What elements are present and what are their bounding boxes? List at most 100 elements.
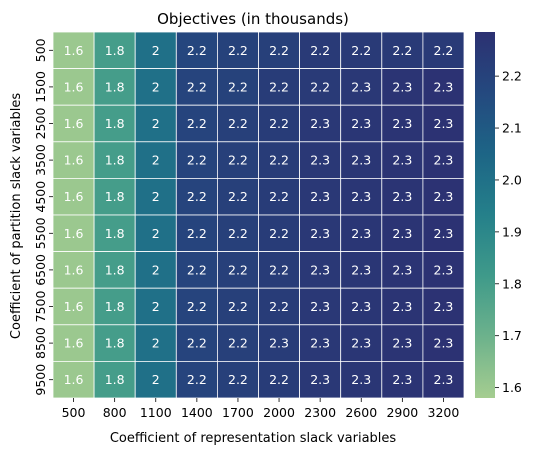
cell-annotation: 2 xyxy=(152,226,160,241)
heatmap-cell xyxy=(216,324,259,362)
cell-annotation: 2.2 xyxy=(269,116,289,131)
heatmap-cells: 1.6 1.8 2 2.2 2.2 2.2 2.2 2.2 2.2 2.2 1.6 1.8 2 2.2 2.… xyxy=(52,31,465,399)
cell-annotation: 2.3 xyxy=(434,262,454,277)
cell-annotation: 2.2 xyxy=(351,43,371,58)
cell-annotation: 2.2 xyxy=(269,153,289,168)
heatmap-cell xyxy=(258,251,300,289)
cell-annotation: 2 xyxy=(152,299,160,314)
heatmap-cell xyxy=(216,177,259,216)
cell-annotation: 2.3 xyxy=(392,153,412,168)
heatmap-cell xyxy=(381,214,424,252)
cell-annotation: 2.3 xyxy=(351,226,371,241)
cell-annotation: 2.3 xyxy=(392,336,412,351)
cell-annotation: 2.3 xyxy=(392,262,412,277)
cell-annotation: 2.3 xyxy=(434,189,454,204)
cell-annotation: 2.3 xyxy=(392,299,412,314)
cell-annotation: 2.3 xyxy=(351,262,371,277)
cell-annotation: 1.8 xyxy=(105,372,125,387)
heatmap-cell xyxy=(216,360,259,399)
heatmap-cell xyxy=(175,287,218,326)
cell-annotation: 2.3 xyxy=(269,336,289,351)
cell-annotation: 2.3 xyxy=(351,116,371,131)
cell-annotation: 2.2 xyxy=(228,262,248,277)
heatmap-cell xyxy=(381,251,424,289)
heatmap-cell xyxy=(299,177,342,216)
cell-annotation: 2.3 xyxy=(392,226,412,241)
heatmap-cell xyxy=(422,324,465,362)
cell-annotation: 1.8 xyxy=(105,79,125,94)
cell-annotation: 2.2 xyxy=(228,153,248,168)
heatmap-cell xyxy=(175,68,218,106)
cell-annotation: 1.8 xyxy=(105,116,125,131)
heatmap-cell xyxy=(381,287,424,326)
heatmap-cell xyxy=(134,31,177,69)
heatmap-cell xyxy=(134,324,177,362)
cell-annotation: 2.3 xyxy=(351,79,371,94)
y-tick-label: 5500 xyxy=(33,217,48,249)
heatmap-cell xyxy=(216,214,259,252)
cell-annotation: 2.2 xyxy=(228,79,248,94)
cell-annotation: 2 xyxy=(152,79,160,94)
heatmap-cell xyxy=(93,31,136,69)
cell-annotation: 2.2 xyxy=(269,189,289,204)
cell-annotation: 2.3 xyxy=(434,372,454,387)
cell-annotation: 2.2 xyxy=(228,372,248,387)
cell-annotation: 1.6 xyxy=(64,43,84,58)
cell-annotation: 2.3 xyxy=(310,153,330,168)
colorbar-gradient xyxy=(475,32,495,398)
heatmap-cell xyxy=(93,68,136,106)
cell-annotation: 1.6 xyxy=(64,153,84,168)
heatmap-cell xyxy=(134,104,177,143)
cell-annotation: 2.3 xyxy=(434,299,454,314)
x-tick-label: 1400 xyxy=(181,405,213,420)
heatmap-cell xyxy=(299,360,342,399)
heatmap-cell xyxy=(340,31,383,69)
cell-annotation: 1.6 xyxy=(64,79,84,94)
cell-annotation: 2.2 xyxy=(228,299,248,314)
cell-annotation: 2 xyxy=(152,372,160,387)
y-tick-label: 8500 xyxy=(33,327,48,359)
cell-annotation: 2.2 xyxy=(187,79,207,94)
cell-annotation: 1.8 xyxy=(105,153,125,168)
colorbar-tick-label: 1.6 xyxy=(502,380,522,395)
cell-annotation: 2.3 xyxy=(351,372,371,387)
cell-annotation: 2.3 xyxy=(310,336,330,351)
heatmap-cell xyxy=(134,177,177,216)
heatmap-cell xyxy=(175,251,218,289)
cell-annotation: 2.2 xyxy=(434,43,454,58)
colorbar-tick-label: 2.1 xyxy=(502,121,522,136)
colorbar-tick-label: 2.2 xyxy=(502,69,522,84)
heatmap-cell xyxy=(381,104,424,143)
cell-annotation: 1.6 xyxy=(64,262,84,277)
y-tick-label: 6500 xyxy=(33,254,48,286)
y-tick-label: 4500 xyxy=(33,181,48,213)
cell-annotation: 2.3 xyxy=(310,372,330,387)
y-tick-label: 1500 xyxy=(33,71,48,103)
y-axis-label: Coefficient of partition slack variables xyxy=(9,93,24,339)
cell-annotation: 2.3 xyxy=(351,189,371,204)
heatmap-cell xyxy=(93,287,136,326)
heatmap-cell xyxy=(340,287,383,326)
y-axis-ticks: 500 1500 2500 3500 4500 5500 6500 7500 8500 9500 xyxy=(33,38,53,396)
cell-annotation: 2 xyxy=(152,262,160,277)
cell-annotation: 2.3 xyxy=(434,153,454,168)
cell-annotation: 2.2 xyxy=(310,43,330,58)
cell-annotation: 2.3 xyxy=(351,153,371,168)
cell-annotation: 2.2 xyxy=(187,226,207,241)
heatmap-cell xyxy=(422,360,465,399)
cell-annotation: 2.2 xyxy=(269,262,289,277)
x-axis-label: Coefficient of representation slack vari… xyxy=(110,431,397,446)
cell-annotation: 2.2 xyxy=(187,153,207,168)
heatmap-cell xyxy=(258,214,300,252)
y-tick-label: 2500 xyxy=(33,108,48,140)
x-tick-label: 2900 xyxy=(386,405,418,420)
cell-annotation: 1.8 xyxy=(105,336,125,351)
x-tick-label: 3200 xyxy=(428,405,460,420)
heatmap-cell xyxy=(258,287,300,326)
cell-annotation: 2.2 xyxy=(187,43,207,58)
cell-annotation: 2.2 xyxy=(228,336,248,351)
colorbar-tick-label: 1.8 xyxy=(502,276,522,291)
heatmap-cell xyxy=(381,177,424,216)
y-tick-label: 500 xyxy=(33,38,48,62)
